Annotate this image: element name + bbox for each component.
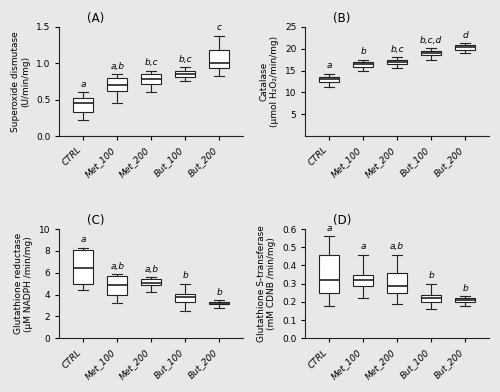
Text: a,b: a,b xyxy=(110,261,124,270)
PathPatch shape xyxy=(353,274,374,285)
Text: a: a xyxy=(326,61,332,70)
PathPatch shape xyxy=(209,50,230,68)
Text: a: a xyxy=(360,242,366,251)
PathPatch shape xyxy=(73,98,94,112)
Text: b,c: b,c xyxy=(390,45,404,54)
Text: b,c: b,c xyxy=(178,54,192,64)
Y-axis label: Glutathione reductase
(µM NADPH /min/mg): Glutathione reductase (µM NADPH /min/mg) xyxy=(14,233,34,334)
PathPatch shape xyxy=(175,294,196,302)
Text: d: d xyxy=(462,31,468,40)
Text: b: b xyxy=(428,271,434,280)
Text: a,b: a,b xyxy=(110,62,124,71)
Text: (B): (B) xyxy=(333,12,350,25)
PathPatch shape xyxy=(421,51,442,55)
Text: a: a xyxy=(80,235,86,244)
Text: a: a xyxy=(80,80,86,89)
Y-axis label: Superoxide dismutase
(U/min/mg): Superoxide dismutase (U/min/mg) xyxy=(11,31,30,132)
Text: b: b xyxy=(216,288,222,297)
PathPatch shape xyxy=(455,298,475,302)
PathPatch shape xyxy=(319,77,340,82)
Text: a,b: a,b xyxy=(144,265,158,274)
PathPatch shape xyxy=(107,276,128,295)
Text: b: b xyxy=(182,271,188,280)
PathPatch shape xyxy=(421,295,442,302)
Text: b,c,d: b,c,d xyxy=(420,36,442,45)
PathPatch shape xyxy=(141,74,162,83)
PathPatch shape xyxy=(455,45,475,49)
PathPatch shape xyxy=(319,254,340,293)
PathPatch shape xyxy=(387,273,407,293)
Text: b,c: b,c xyxy=(144,58,158,67)
PathPatch shape xyxy=(353,62,374,67)
Text: c: c xyxy=(217,23,222,32)
PathPatch shape xyxy=(209,302,230,305)
Y-axis label: Glutathione S-transferase
(mM CDNB /min/mg): Glutathione S-transferase (mM CDNB /min/… xyxy=(257,225,276,342)
Text: (C): (C) xyxy=(87,214,104,227)
Y-axis label: Catalase
(µmol H₂O₂/min/mg): Catalase (µmol H₂O₂/min/mg) xyxy=(260,36,279,127)
PathPatch shape xyxy=(141,279,162,285)
PathPatch shape xyxy=(107,78,128,91)
PathPatch shape xyxy=(73,250,94,284)
Text: b: b xyxy=(462,284,468,293)
Text: (D): (D) xyxy=(333,214,351,227)
PathPatch shape xyxy=(387,60,407,64)
Text: b: b xyxy=(360,47,366,56)
Text: a: a xyxy=(326,224,332,233)
Text: (A): (A) xyxy=(87,12,104,25)
PathPatch shape xyxy=(175,71,196,77)
Text: a,b: a,b xyxy=(390,242,404,251)
